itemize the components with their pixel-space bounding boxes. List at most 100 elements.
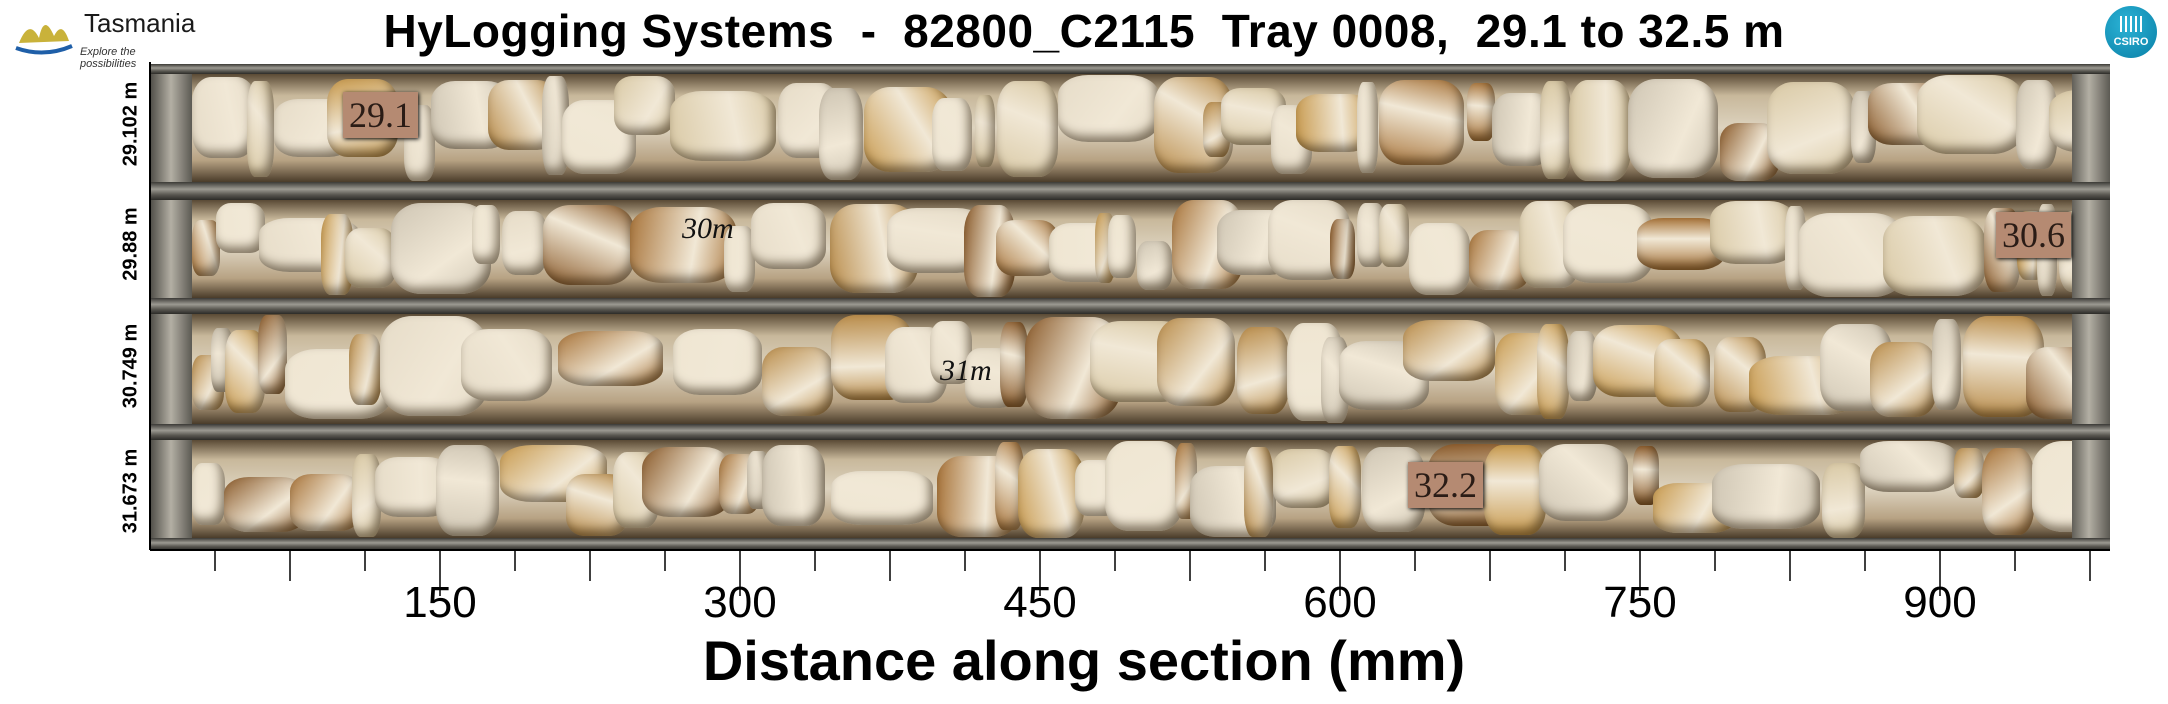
core-piece xyxy=(614,76,675,135)
core-row xyxy=(192,314,2072,424)
core-piece xyxy=(750,202,826,269)
core-piece xyxy=(344,228,396,288)
tasmania-logo-name: Tasmania xyxy=(84,8,196,38)
core-piece xyxy=(629,207,737,284)
core-row xyxy=(192,200,2072,298)
depth-tag: 30.6 xyxy=(1996,212,2071,258)
tasmania-logo-tagline: Explore the possibilities xyxy=(80,46,137,70)
core-piece xyxy=(1540,80,1572,179)
x-tick-label: 300 xyxy=(703,578,777,627)
core-piece xyxy=(1108,215,1137,278)
core-piece xyxy=(641,446,731,518)
core-piece xyxy=(1379,80,1464,166)
core-piece xyxy=(542,204,634,286)
core-piece xyxy=(2048,89,2072,153)
core-piece xyxy=(1409,223,1471,296)
core-piece xyxy=(1484,445,1546,536)
x-tick-label: 600 xyxy=(1303,578,1377,627)
core-piece xyxy=(215,202,266,254)
core-piece xyxy=(192,220,220,277)
core-piece xyxy=(1273,448,1335,508)
core-piece xyxy=(974,95,996,167)
core-piece xyxy=(192,463,225,526)
core-piece xyxy=(1767,82,1855,175)
x-tick-label: 150 xyxy=(403,578,477,627)
core-piece xyxy=(471,205,500,264)
core-piece xyxy=(1917,75,2024,155)
core-piece xyxy=(2032,440,2072,532)
core-piece xyxy=(1330,218,1356,280)
tray-divider xyxy=(150,424,2110,440)
core-piece xyxy=(1244,447,1274,537)
core-piece xyxy=(1982,447,2034,536)
core-piece xyxy=(762,346,833,417)
core-piece xyxy=(932,97,972,172)
x-tick-label: 750 xyxy=(1603,578,1677,627)
core-piece xyxy=(1860,441,1957,492)
core-piece xyxy=(1538,443,1629,521)
core-piece xyxy=(1104,440,1183,532)
core-piece xyxy=(224,330,265,414)
core-tray-photo: 29.1 30.6 32.2 30m 31m xyxy=(150,64,2110,550)
core-piece xyxy=(1137,241,1173,291)
core-piece xyxy=(1822,462,1865,538)
core-piece xyxy=(762,444,826,526)
core-piece xyxy=(999,322,1029,407)
core-piece xyxy=(1627,79,1719,178)
core-piece xyxy=(436,445,499,537)
core-piece xyxy=(1932,319,1961,411)
core-piece xyxy=(246,80,274,178)
core-piece xyxy=(1157,318,1235,406)
core-piece xyxy=(1328,445,1362,528)
core-piece xyxy=(818,88,863,180)
depth-tag: 32.2 xyxy=(1408,462,1483,508)
core-piece xyxy=(1058,75,1159,142)
core-row xyxy=(192,440,2072,538)
handwritten-mark: 30m xyxy=(682,212,734,245)
core-piece xyxy=(997,80,1059,178)
core-piece xyxy=(996,220,1058,277)
csiro-logo: CSIRO xyxy=(2105,6,2157,58)
core-piece xyxy=(670,90,777,161)
depth-tag: 29.1 xyxy=(343,92,418,138)
core-piece xyxy=(673,329,762,395)
tray-divider xyxy=(150,538,2110,550)
x-tick-label: 900 xyxy=(1903,578,1977,627)
x-tick-label: 450 xyxy=(1003,578,1077,627)
core-piece xyxy=(830,471,934,526)
core-piece xyxy=(1566,331,1598,402)
core-piece xyxy=(1237,326,1290,415)
core-piece xyxy=(1883,216,1985,296)
core-piece xyxy=(460,328,553,401)
core-piece xyxy=(1357,81,1379,173)
core-piece xyxy=(192,77,257,159)
tray-divider xyxy=(150,182,2110,200)
core-row xyxy=(192,74,2072,182)
tasmania-emblem-icon xyxy=(15,24,73,55)
core-piece xyxy=(349,333,381,405)
core-piece xyxy=(1710,201,1796,265)
handwritten-mark: 31m xyxy=(940,354,992,387)
core-piece xyxy=(1467,83,1495,141)
x-axis-label: Distance along section (mm) xyxy=(702,629,1466,692)
core-piece xyxy=(1869,341,1936,418)
core-piece xyxy=(1378,203,1409,267)
chart-title: HyLogging Systems - 82800_C2115 Tray 000… xyxy=(383,5,1785,57)
core-piece xyxy=(557,331,664,387)
core-piece xyxy=(501,210,547,276)
csiro-bars-icon xyxy=(2120,16,2142,32)
core-piece xyxy=(1402,319,1495,382)
core-piece xyxy=(1537,323,1570,420)
core-piece xyxy=(2025,346,2072,419)
core-piece xyxy=(290,474,362,532)
tasmania-logo: Tasmania Explore the possibilities xyxy=(14,4,195,70)
core-piece xyxy=(1569,80,1631,182)
core-piece xyxy=(929,320,972,385)
core-piece xyxy=(1954,448,1984,498)
core-piece xyxy=(1654,338,1710,407)
core-piece xyxy=(258,314,287,395)
core-piece xyxy=(723,226,755,293)
csiro-logo-text: CSIRO xyxy=(2113,36,2149,48)
core-piece xyxy=(1711,463,1820,529)
